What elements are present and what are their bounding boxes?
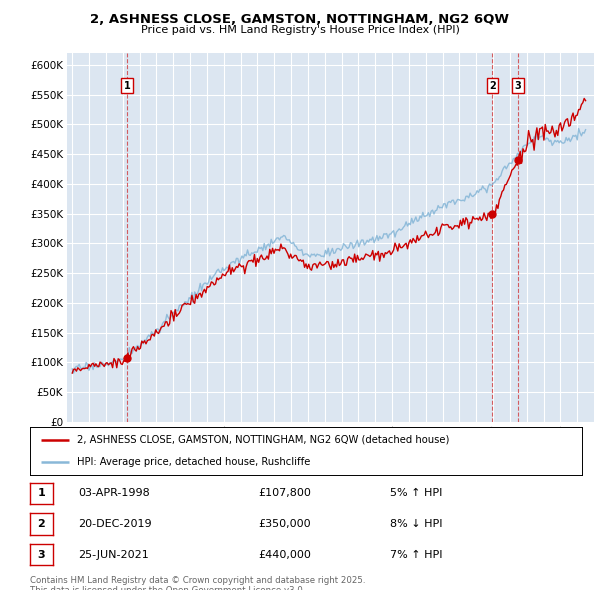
Text: 3: 3 <box>38 550 45 559</box>
Text: 2, ASHNESS CLOSE, GAMSTON, NOTTINGHAM, NG2 6QW (detached house): 2, ASHNESS CLOSE, GAMSTON, NOTTINGHAM, N… <box>77 435 449 445</box>
Text: £107,800: £107,800 <box>258 489 311 498</box>
Text: 2: 2 <box>489 81 496 91</box>
Text: 03-APR-1998: 03-APR-1998 <box>78 489 150 498</box>
Text: 25-JUN-2021: 25-JUN-2021 <box>78 550 149 559</box>
Text: 2: 2 <box>38 519 45 529</box>
Text: HPI: Average price, detached house, Rushcliffe: HPI: Average price, detached house, Rush… <box>77 457 310 467</box>
Text: £350,000: £350,000 <box>258 519 311 529</box>
Text: 1: 1 <box>38 489 45 498</box>
Text: 3: 3 <box>515 81 521 91</box>
Text: £440,000: £440,000 <box>258 550 311 559</box>
Text: 2, ASHNESS CLOSE, GAMSTON, NOTTINGHAM, NG2 6QW: 2, ASHNESS CLOSE, GAMSTON, NOTTINGHAM, N… <box>91 13 509 26</box>
Text: Contains HM Land Registry data © Crown copyright and database right 2025.
This d: Contains HM Land Registry data © Crown c… <box>30 576 365 590</box>
Text: 20-DEC-2019: 20-DEC-2019 <box>78 519 152 529</box>
Text: 7% ↑ HPI: 7% ↑ HPI <box>390 550 443 559</box>
Text: 1: 1 <box>124 81 130 91</box>
Text: 5% ↑ HPI: 5% ↑ HPI <box>390 489 442 498</box>
Text: 8% ↓ HPI: 8% ↓ HPI <box>390 519 443 529</box>
Text: Price paid vs. HM Land Registry's House Price Index (HPI): Price paid vs. HM Land Registry's House … <box>140 25 460 35</box>
